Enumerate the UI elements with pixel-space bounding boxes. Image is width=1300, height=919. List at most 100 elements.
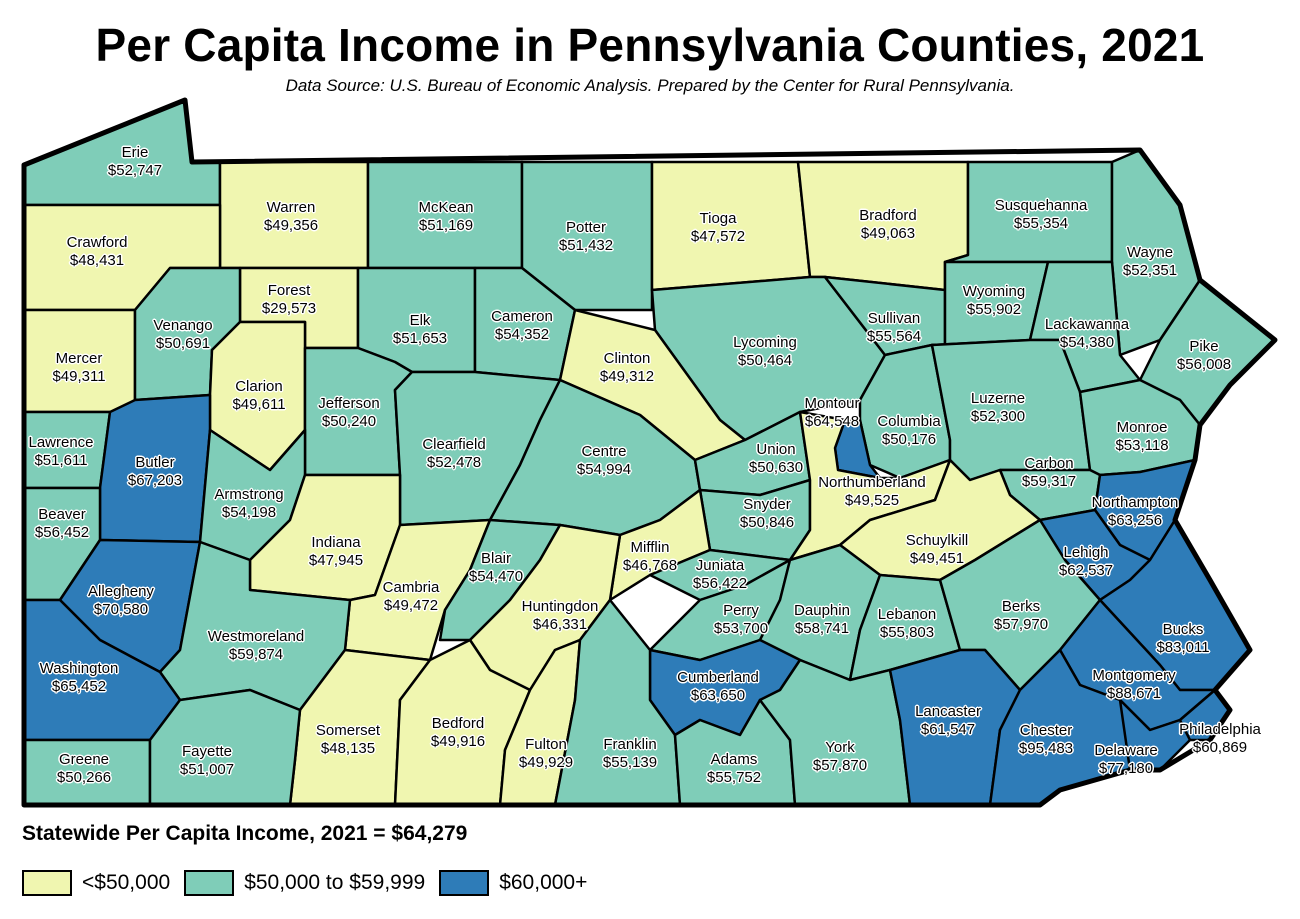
county-label-pike: Pike $56,008 bbox=[1177, 338, 1231, 374]
legend-item-mid: $50,000 to $59,999 bbox=[184, 870, 425, 896]
county-value: $56,422 bbox=[692, 575, 748, 592]
county-label-lawrence: Lawrence $51,611 bbox=[28, 434, 93, 470]
county-name: Wayne bbox=[1126, 244, 1174, 261]
county-label-lancaster: Lancaster $61,547 bbox=[915, 703, 981, 739]
legend-label-high: $60,000+ bbox=[499, 871, 588, 894]
county-value: $52,478 bbox=[426, 454, 482, 471]
legend-swatch-mid bbox=[184, 870, 235, 896]
county-label-greene: Greene $50,266 bbox=[57, 751, 111, 787]
county-label-clinton: Clinton $49,312 bbox=[600, 350, 654, 386]
county-name: Bradford bbox=[859, 207, 917, 224]
county-label-montgomery: Montgomery $88,671 bbox=[1092, 667, 1175, 703]
county-name: Perry bbox=[723, 602, 759, 619]
county-value: $51,007 bbox=[179, 761, 235, 778]
county-label-northampton: Northampton $63,256 bbox=[1092, 494, 1179, 530]
county-label-allegheny: Allegheny $70,580 bbox=[88, 583, 154, 619]
county-label-juniata: Juniata $56,422 bbox=[693, 557, 747, 593]
county-name: Potter bbox=[565, 219, 607, 236]
legend-swatch-high bbox=[439, 870, 490, 896]
county-name: Centre bbox=[581, 443, 627, 460]
county-name: Philadelphia bbox=[1179, 721, 1261, 738]
county-name: Carbon bbox=[1024, 455, 1074, 472]
county-label-philadelphia: Philadelphia $60,869 bbox=[1179, 721, 1261, 757]
state-border bbox=[21, 97, 1278, 808]
county-value: $47,572 bbox=[690, 228, 746, 245]
county-value: $49,311 bbox=[52, 368, 106, 385]
county-label-fayette: Fayette $51,007 bbox=[180, 743, 234, 779]
county-name: Elk bbox=[409, 312, 431, 329]
county-name: Montour bbox=[804, 395, 860, 412]
county-name: Chester bbox=[1019, 722, 1073, 739]
county-value: $47,945 bbox=[308, 552, 364, 569]
county-label-mifflin: Mifflin $46,768 bbox=[623, 539, 677, 575]
county-label-crawford: Crawford $48,431 bbox=[67, 234, 128, 270]
county-value: $54,352 bbox=[494, 326, 550, 343]
county-label-blair: Blair $54,470 bbox=[469, 550, 523, 586]
county-value: $95,483 bbox=[1018, 740, 1074, 757]
county-value: $50,630 bbox=[748, 459, 804, 476]
county-name: Wyoming bbox=[962, 283, 1026, 300]
county-value: $54,198 bbox=[221, 504, 277, 521]
county-name: Juniata bbox=[695, 557, 745, 574]
county-name: Delaware bbox=[1094, 742, 1158, 759]
county-value: $54,380 bbox=[1059, 334, 1115, 351]
county-label-york: York $57,870 bbox=[813, 739, 867, 775]
county-name: Cambria bbox=[382, 579, 440, 596]
county-label-lebanon: Lebanon $55,803 bbox=[878, 606, 936, 642]
county-label-clearfield: Clearfield $52,478 bbox=[422, 436, 485, 472]
legend-label-low: <$50,000 bbox=[82, 871, 171, 894]
county-name: Indiana bbox=[311, 534, 361, 551]
county-value: $54,994 bbox=[576, 461, 632, 478]
county-name: Armstrong bbox=[214, 486, 284, 503]
county-value: $56,008 bbox=[1176, 356, 1232, 373]
county-value: $50,266 bbox=[56, 769, 112, 786]
county-label-carbon: Carbon $59,317 bbox=[1022, 455, 1076, 491]
county-value: $55,139 bbox=[602, 754, 658, 771]
county-value: $49,356 bbox=[263, 217, 319, 234]
county-value: $88,671 bbox=[1106, 685, 1162, 702]
county-value: $49,312 bbox=[599, 368, 655, 385]
county-name: Snyder bbox=[743, 496, 791, 513]
county-value: $63,256 bbox=[1107, 512, 1163, 529]
legend-item-high: $60,000+ bbox=[439, 870, 587, 896]
county-name: Washington bbox=[39, 660, 119, 677]
county-value: $49,472 bbox=[383, 597, 439, 614]
county-value: $49,916 bbox=[430, 733, 486, 750]
county-name: Lawrence bbox=[28, 434, 94, 451]
county-label-armstrong: Armstrong $54,198 bbox=[214, 486, 283, 522]
legend: <$50,000 $50,000 to $59,999 $60,000+ bbox=[22, 866, 601, 900]
county-value: $63,650 bbox=[690, 687, 746, 704]
county-name: Mifflin bbox=[630, 539, 670, 556]
county-name: McKean bbox=[418, 199, 474, 216]
county-name: Cameron bbox=[491, 308, 553, 325]
county-label-mckean: McKean $51,169 bbox=[418, 199, 473, 235]
county-name: Union bbox=[756, 441, 796, 458]
county-name: Columbia bbox=[877, 413, 941, 430]
county-name: Lebanon bbox=[877, 606, 937, 623]
legend-label-mid: $50,000 to $59,999 bbox=[244, 871, 426, 894]
county-label-northumberland: Northumberland $49,525 bbox=[818, 474, 926, 510]
county-value: $29,573 bbox=[261, 300, 317, 317]
county-value: $59,874 bbox=[228, 646, 284, 663]
county-value: $64,548 bbox=[804, 413, 860, 430]
county-name: Bucks bbox=[1162, 621, 1204, 638]
county-label-lehigh: Lehigh $62,537 bbox=[1059, 544, 1113, 580]
county-label-indiana: Indiana $47,945 bbox=[309, 534, 363, 570]
county-value: $50,846 bbox=[739, 514, 795, 531]
county-name: Crawford bbox=[66, 234, 128, 251]
county-value: $54,470 bbox=[468, 568, 524, 585]
county-label-luzerne: Luzerne $52,300 bbox=[971, 390, 1025, 426]
county-name: Lancaster bbox=[915, 703, 981, 720]
county-name: Allegheny bbox=[88, 583, 154, 600]
county-label-lycoming: Lycoming $50,464 bbox=[733, 334, 797, 370]
county-name: Franklin bbox=[603, 736, 657, 753]
county-value: $51,432 bbox=[558, 237, 614, 254]
county-value: $48,135 bbox=[320, 740, 376, 757]
county-name: Adams bbox=[710, 751, 758, 768]
county-label-schuylkill: Schuylkill $49,451 bbox=[906, 532, 969, 568]
county-value: $50,464 bbox=[737, 352, 793, 369]
county-value: $53,118 bbox=[1115, 437, 1169, 454]
county-value: $46,331 bbox=[532, 616, 588, 633]
county-label-franklin: Franklin $55,139 bbox=[603, 736, 657, 772]
county-value: $55,902 bbox=[966, 301, 1022, 318]
